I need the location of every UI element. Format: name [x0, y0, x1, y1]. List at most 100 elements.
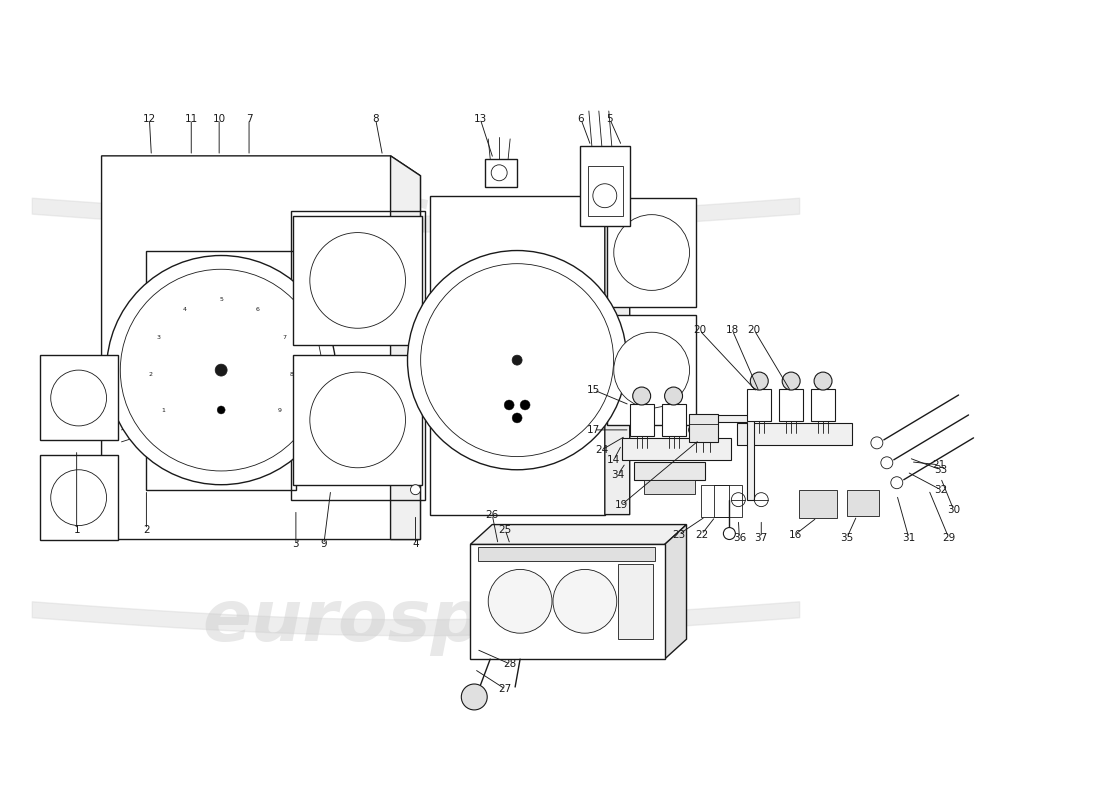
Circle shape — [310, 372, 406, 468]
Bar — [618, 565, 652, 639]
Circle shape — [614, 332, 690, 408]
Text: 36: 36 — [733, 533, 746, 542]
Text: 23: 23 — [672, 530, 685, 539]
Bar — [40, 455, 118, 539]
Text: 6: 6 — [578, 114, 584, 124]
Bar — [621, 438, 732, 460]
Text: 4: 4 — [412, 539, 419, 550]
Text: 27: 27 — [498, 684, 512, 694]
Text: 2: 2 — [143, 525, 150, 534]
Polygon shape — [700, 415, 755, 500]
Text: 1: 1 — [161, 408, 165, 414]
Bar — [485, 159, 517, 186]
Circle shape — [310, 233, 406, 328]
Text: 8: 8 — [290, 372, 294, 378]
Bar — [714, 485, 742, 517]
Polygon shape — [605, 196, 629, 514]
Bar — [634, 462, 705, 480]
Circle shape — [217, 406, 226, 414]
Circle shape — [520, 400, 530, 410]
Text: 2: 2 — [148, 372, 152, 378]
Circle shape — [51, 470, 107, 526]
Circle shape — [614, 214, 690, 290]
Bar — [779, 389, 803, 421]
Text: eurospares: eurospares — [202, 586, 659, 656]
Text: 28: 28 — [504, 659, 517, 669]
Text: 19: 19 — [615, 500, 628, 510]
Text: 20: 20 — [693, 326, 706, 335]
Text: 10: 10 — [212, 114, 226, 124]
Text: 21: 21 — [932, 460, 945, 470]
Circle shape — [750, 372, 768, 390]
Circle shape — [107, 255, 336, 485]
Bar — [478, 547, 654, 562]
Text: 4: 4 — [183, 307, 186, 312]
Circle shape — [782, 372, 800, 390]
Bar — [607, 198, 696, 307]
Text: 17: 17 — [587, 425, 601, 435]
Text: 7: 7 — [245, 114, 252, 124]
Circle shape — [664, 387, 682, 405]
Text: 3: 3 — [156, 334, 161, 340]
Bar — [811, 389, 835, 421]
Text: 34: 34 — [612, 470, 625, 480]
Text: 11: 11 — [185, 114, 198, 124]
Bar — [702, 485, 729, 517]
Text: 9: 9 — [277, 408, 282, 414]
Text: 13: 13 — [474, 114, 487, 124]
Polygon shape — [390, 156, 420, 539]
Text: 32: 32 — [934, 485, 947, 494]
Text: 18: 18 — [726, 326, 739, 335]
Text: 33: 33 — [934, 465, 947, 474]
Circle shape — [216, 364, 227, 376]
Text: 5: 5 — [606, 114, 613, 124]
Text: 16: 16 — [789, 530, 802, 539]
Circle shape — [410, 485, 420, 494]
Circle shape — [689, 425, 698, 435]
Text: 14: 14 — [607, 454, 620, 465]
Bar — [40, 355, 118, 440]
Bar — [580, 146, 629, 226]
Text: 9: 9 — [320, 539, 327, 550]
Bar — [847, 490, 879, 515]
Bar — [661, 404, 685, 436]
Circle shape — [407, 250, 627, 470]
Bar — [747, 389, 771, 421]
Text: 24: 24 — [595, 445, 608, 455]
Circle shape — [814, 372, 832, 390]
Circle shape — [51, 370, 107, 426]
Bar — [293, 216, 422, 345]
Text: 15: 15 — [587, 385, 601, 395]
Circle shape — [724, 527, 736, 539]
Text: 6: 6 — [256, 307, 260, 312]
Circle shape — [504, 400, 514, 410]
Text: 35: 35 — [840, 533, 854, 542]
Text: 7: 7 — [283, 334, 286, 340]
Bar — [290, 210, 426, 500]
Bar — [799, 490, 837, 518]
Text: 25: 25 — [498, 525, 512, 534]
Text: 30: 30 — [947, 505, 960, 514]
Polygon shape — [664, 525, 686, 659]
Bar — [471, 545, 664, 659]
Text: 3: 3 — [293, 539, 299, 550]
Bar — [587, 166, 623, 216]
Bar — [629, 404, 653, 436]
Text: 12: 12 — [143, 114, 156, 124]
Text: eurospares: eurospares — [202, 184, 659, 253]
Polygon shape — [471, 525, 686, 545]
Polygon shape — [101, 156, 420, 539]
Circle shape — [513, 355, 522, 365]
Text: 37: 37 — [755, 533, 768, 542]
Bar — [607, 315, 696, 425]
Text: 29: 29 — [942, 533, 955, 542]
Bar — [293, 355, 422, 485]
Circle shape — [488, 570, 552, 633]
Bar — [146, 250, 296, 490]
Text: 5: 5 — [219, 297, 223, 302]
Text: 1: 1 — [74, 525, 80, 534]
Bar — [644, 480, 695, 494]
Text: 22: 22 — [695, 530, 708, 539]
Bar — [689, 414, 718, 442]
Circle shape — [461, 684, 487, 710]
